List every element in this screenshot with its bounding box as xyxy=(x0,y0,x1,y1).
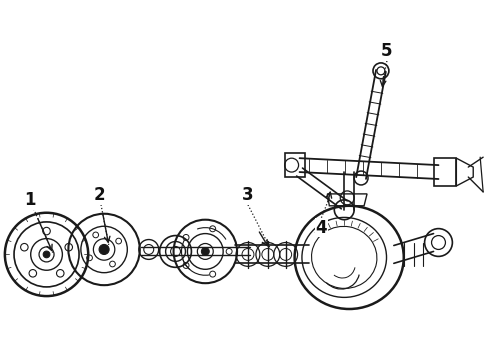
Circle shape xyxy=(99,244,109,255)
Text: 3: 3 xyxy=(242,186,254,204)
Circle shape xyxy=(201,247,209,255)
Text: 2: 2 xyxy=(93,186,105,204)
Text: 1: 1 xyxy=(24,191,35,209)
Circle shape xyxy=(43,251,50,258)
Text: 5: 5 xyxy=(381,42,392,60)
Text: 4: 4 xyxy=(316,219,327,237)
